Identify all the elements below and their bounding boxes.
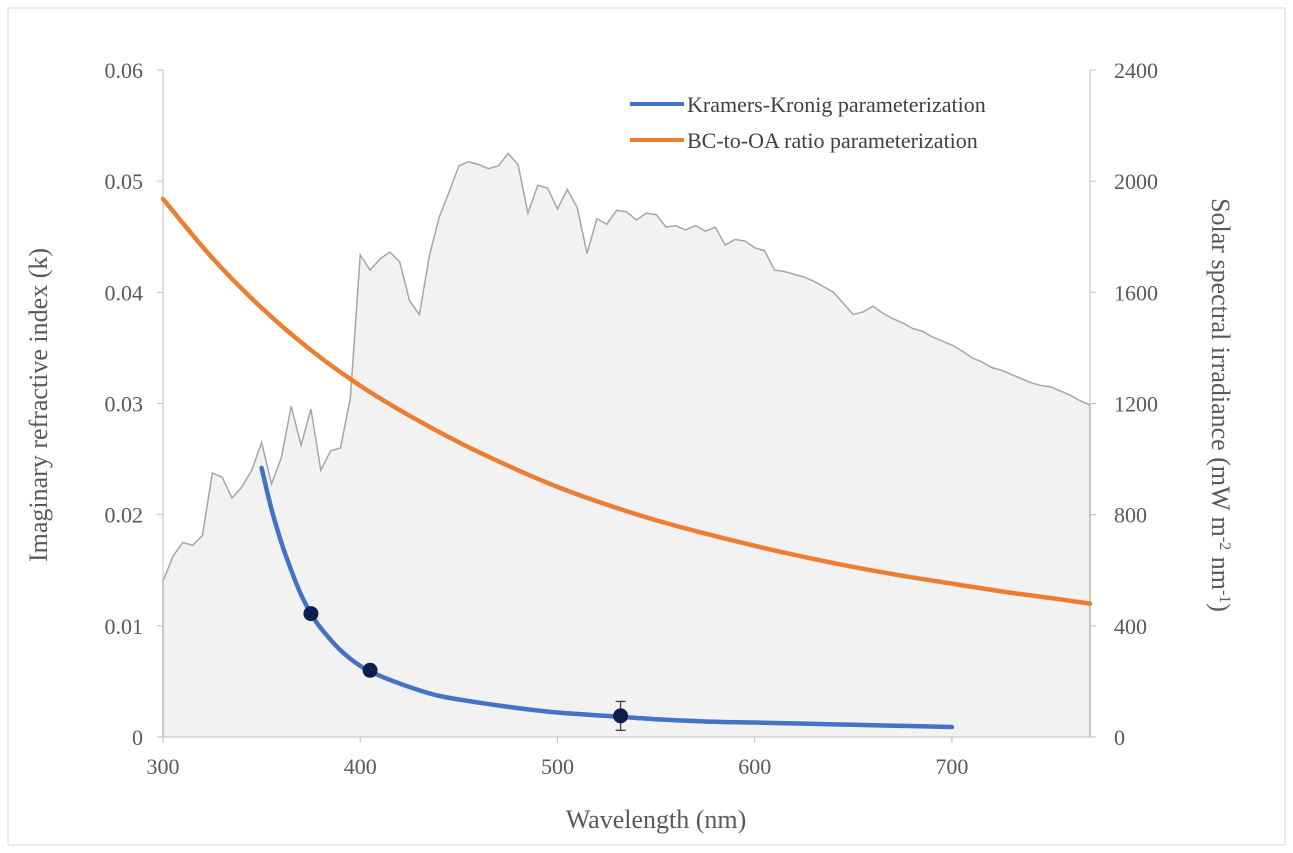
markers-layer — [303, 606, 629, 731]
x-tick-label: 500 — [541, 754, 574, 779]
y-tick-label: 0.02 — [105, 503, 144, 528]
y-tick-label: 0.06 — [105, 58, 144, 83]
solar-area-layer — [162, 152, 1091, 737]
y2-tick-label: 2000 — [1114, 169, 1158, 194]
series-line-bc-to-oa — [160, 196, 1093, 606]
y2-tick-label: 2400 — [1114, 58, 1158, 83]
legend-label-bc: BC-to-OA ratio parameterization — [687, 128, 978, 153]
x-axis-title: Wavelength (nm) — [566, 805, 747, 834]
y-tick-label: 0 — [132, 725, 143, 750]
y2-axis-title: Solar spectral irradiance (mW m-2 nm-1) — [1206, 198, 1235, 612]
y2-title-prefix: Solar spectral irradiance (mW m — [1206, 198, 1235, 537]
y2-title-suffix: ) — [1206, 603, 1235, 612]
series-line-kramers-kronig — [259, 465, 955, 730]
y-tick-label: 0.04 — [105, 280, 144, 305]
y2-tick-label: 1200 — [1114, 392, 1158, 417]
x-tick-label: 700 — [935, 754, 968, 779]
data-point — [613, 708, 629, 724]
data-point — [362, 662, 378, 678]
x-tick-label: 600 — [738, 754, 771, 779]
y2-tick-label: 0 — [1114, 725, 1125, 750]
x-tick-label: 400 — [344, 754, 377, 779]
legend-label-kk: Kramers-Kronig parameterization — [687, 92, 986, 117]
y2-tick-label: 1600 — [1114, 280, 1158, 305]
legend: Kramers-Kronig parameterization BC-to-OA… — [630, 92, 986, 153]
tick-labels-layer: 0 0.01 0.02 0.03 0.04 0.05 0.06 0 400 800 1200 1600… — [105, 58, 1159, 779]
y2-title-mid: nm — [1206, 550, 1235, 590]
y2-title-exp1: -2 — [1217, 537, 1234, 550]
data-point — [303, 606, 319, 622]
x-tick-label: 300 — [147, 754, 180, 779]
y-axis-title: Imaginary refractive index (k) — [24, 248, 53, 562]
y-tick-label: 0.05 — [105, 169, 144, 194]
y2-title-exp2: -1 — [1217, 590, 1234, 603]
y2-tick-label: 800 — [1114, 503, 1147, 528]
y-tick-label: 0.03 — [105, 392, 144, 417]
series-lines-layer — [160, 196, 1093, 730]
y-tick-label: 0.01 — [105, 614, 144, 639]
solar-area-outline — [162, 152, 1091, 737]
solar-area-fill — [163, 153, 1090, 737]
y2-tick-label: 400 — [1114, 614, 1147, 639]
axes-layer — [157, 69, 1096, 743]
